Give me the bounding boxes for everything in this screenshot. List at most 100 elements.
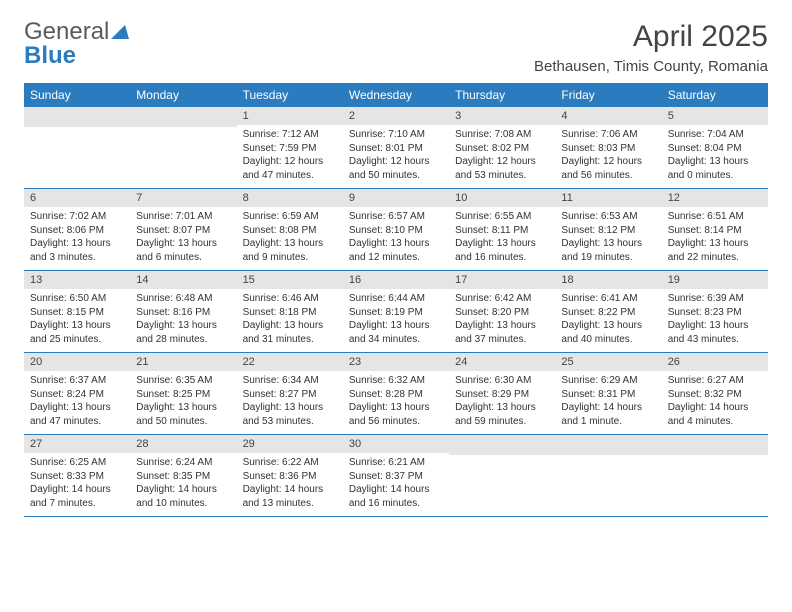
- daylight-text: Daylight: 14 hours and 13 minutes.: [243, 483, 337, 510]
- week-row: 6Sunrise: 7:02 AMSunset: 8:06 PMDaylight…: [24, 189, 768, 271]
- day-number: 3: [449, 107, 555, 125]
- logo: General Blue: [24, 20, 129, 68]
- sunrise-text: Sunrise: 6:42 AM: [455, 292, 549, 306]
- day-cell: 28Sunrise: 6:24 AMSunset: 8:35 PMDayligh…: [130, 435, 236, 516]
- day-body: Sunrise: 6:22 AMSunset: 8:36 PMDaylight:…: [237, 453, 343, 516]
- sunset-text: Sunset: 8:23 PM: [668, 306, 762, 320]
- day-body: Sunrise: 6:29 AMSunset: 8:31 PMDaylight:…: [555, 371, 661, 434]
- sunrise-text: Sunrise: 6:39 AM: [668, 292, 762, 306]
- day-cell: [662, 435, 768, 516]
- day-cell: 21Sunrise: 6:35 AMSunset: 8:25 PMDayligh…: [130, 353, 236, 434]
- sunrise-text: Sunrise: 6:30 AM: [455, 374, 549, 388]
- day-number: 7: [130, 189, 236, 207]
- day-cell: 27Sunrise: 6:25 AMSunset: 8:33 PMDayligh…: [24, 435, 130, 516]
- day-number: 6: [24, 189, 130, 207]
- daylight-text: Daylight: 14 hours and 10 minutes.: [136, 483, 230, 510]
- day-cell: 29Sunrise: 6:22 AMSunset: 8:36 PMDayligh…: [237, 435, 343, 516]
- day-number: 14: [130, 271, 236, 289]
- sunset-text: Sunset: 8:35 PM: [136, 470, 230, 484]
- day-cell: 10Sunrise: 6:55 AMSunset: 8:11 PMDayligh…: [449, 189, 555, 270]
- day-number: [449, 435, 555, 455]
- sunrise-text: Sunrise: 6:48 AM: [136, 292, 230, 306]
- sunrise-text: Sunrise: 6:51 AM: [668, 210, 762, 224]
- day-body: Sunrise: 6:39 AMSunset: 8:23 PMDaylight:…: [662, 289, 768, 352]
- day-body: Sunrise: 7:08 AMSunset: 8:02 PMDaylight:…: [449, 125, 555, 188]
- day-cell: 1Sunrise: 7:12 AMSunset: 7:59 PMDaylight…: [237, 107, 343, 188]
- day-cell: 9Sunrise: 6:57 AMSunset: 8:10 PMDaylight…: [343, 189, 449, 270]
- day-cell: 26Sunrise: 6:27 AMSunset: 8:32 PMDayligh…: [662, 353, 768, 434]
- sunset-text: Sunset: 8:20 PM: [455, 306, 549, 320]
- sunset-text: Sunset: 8:03 PM: [561, 142, 655, 156]
- day-header: Wednesday: [343, 83, 449, 107]
- day-cell: 8Sunrise: 6:59 AMSunset: 8:08 PMDaylight…: [237, 189, 343, 270]
- sunset-text: Sunset: 8:25 PM: [136, 388, 230, 402]
- daylight-text: Daylight: 13 hours and 6 minutes.: [136, 237, 230, 264]
- daylight-text: Daylight: 14 hours and 7 minutes.: [30, 483, 124, 510]
- day-number: 21: [130, 353, 236, 371]
- day-body: Sunrise: 6:30 AMSunset: 8:29 PMDaylight:…: [449, 371, 555, 434]
- day-number: 29: [237, 435, 343, 453]
- title-block: April 2025 Bethausen, Timis County, Roma…: [534, 20, 768, 75]
- daylight-text: Daylight: 12 hours and 47 minutes.: [243, 155, 337, 182]
- day-cell: 19Sunrise: 6:39 AMSunset: 8:23 PMDayligh…: [662, 271, 768, 352]
- day-number: 28: [130, 435, 236, 453]
- sunrise-text: Sunrise: 6:34 AM: [243, 374, 337, 388]
- day-cell: 3Sunrise: 7:08 AMSunset: 8:02 PMDaylight…: [449, 107, 555, 188]
- day-body: Sunrise: 6:46 AMSunset: 8:18 PMDaylight:…: [237, 289, 343, 352]
- sunset-text: Sunset: 8:19 PM: [349, 306, 443, 320]
- sunset-text: Sunset: 8:27 PM: [243, 388, 337, 402]
- daylight-text: Daylight: 13 hours and 16 minutes.: [455, 237, 549, 264]
- day-body: Sunrise: 6:41 AMSunset: 8:22 PMDaylight:…: [555, 289, 661, 352]
- day-cell: 15Sunrise: 6:46 AMSunset: 8:18 PMDayligh…: [237, 271, 343, 352]
- day-body: Sunrise: 7:06 AMSunset: 8:03 PMDaylight:…: [555, 125, 661, 188]
- day-cell: 24Sunrise: 6:30 AMSunset: 8:29 PMDayligh…: [449, 353, 555, 434]
- day-cell: [555, 435, 661, 516]
- sunset-text: Sunset: 8:33 PM: [30, 470, 124, 484]
- day-cell: 13Sunrise: 6:50 AMSunset: 8:15 PMDayligh…: [24, 271, 130, 352]
- daylight-text: Daylight: 14 hours and 4 minutes.: [668, 401, 762, 428]
- day-number: [555, 435, 661, 455]
- month-title: April 2025: [534, 20, 768, 54]
- day-cell: 11Sunrise: 6:53 AMSunset: 8:12 PMDayligh…: [555, 189, 661, 270]
- sunset-text: Sunset: 8:22 PM: [561, 306, 655, 320]
- sunset-text: Sunset: 8:15 PM: [30, 306, 124, 320]
- day-number: 9: [343, 189, 449, 207]
- day-header: Tuesday: [237, 83, 343, 107]
- day-number: 8: [237, 189, 343, 207]
- week-row: 27Sunrise: 6:25 AMSunset: 8:33 PMDayligh…: [24, 435, 768, 517]
- location-text: Bethausen, Timis County, Romania: [534, 58, 768, 75]
- sunset-text: Sunset: 8:37 PM: [349, 470, 443, 484]
- daylight-text: Daylight: 12 hours and 56 minutes.: [561, 155, 655, 182]
- daylight-text: Daylight: 13 hours and 19 minutes.: [561, 237, 655, 264]
- sunrise-text: Sunrise: 6:27 AM: [668, 374, 762, 388]
- day-body: Sunrise: 6:37 AMSunset: 8:24 PMDaylight:…: [24, 371, 130, 434]
- sunrise-text: Sunrise: 6:32 AM: [349, 374, 443, 388]
- daylight-text: Daylight: 13 hours and 31 minutes.: [243, 319, 337, 346]
- week-row: 20Sunrise: 6:37 AMSunset: 8:24 PMDayligh…: [24, 353, 768, 435]
- day-number: 5: [662, 107, 768, 125]
- day-number: 24: [449, 353, 555, 371]
- day-cell: 4Sunrise: 7:06 AMSunset: 8:03 PMDaylight…: [555, 107, 661, 188]
- daylight-text: Daylight: 13 hours and 0 minutes.: [668, 155, 762, 182]
- day-header: Sunday: [24, 83, 130, 107]
- sunset-text: Sunset: 8:16 PM: [136, 306, 230, 320]
- day-number: 15: [237, 271, 343, 289]
- day-number: 13: [24, 271, 130, 289]
- daylight-text: Daylight: 12 hours and 50 minutes.: [349, 155, 443, 182]
- sunrise-text: Sunrise: 7:08 AM: [455, 128, 549, 142]
- day-number: 16: [343, 271, 449, 289]
- day-body: Sunrise: 7:12 AMSunset: 7:59 PMDaylight:…: [237, 125, 343, 188]
- sunrise-text: Sunrise: 6:41 AM: [561, 292, 655, 306]
- daylight-text: Daylight: 13 hours and 56 minutes.: [349, 401, 443, 428]
- day-cell: 2Sunrise: 7:10 AMSunset: 8:01 PMDaylight…: [343, 107, 449, 188]
- day-cell: 17Sunrise: 6:42 AMSunset: 8:20 PMDayligh…: [449, 271, 555, 352]
- sunset-text: Sunset: 8:12 PM: [561, 224, 655, 238]
- sunrise-text: Sunrise: 6:29 AM: [561, 374, 655, 388]
- sunset-text: Sunset: 8:08 PM: [243, 224, 337, 238]
- daylight-text: Daylight: 13 hours and 59 minutes.: [455, 401, 549, 428]
- daylight-text: Daylight: 13 hours and 34 minutes.: [349, 319, 443, 346]
- sunset-text: Sunset: 8:29 PM: [455, 388, 549, 402]
- daylight-text: Daylight: 13 hours and 3 minutes.: [30, 237, 124, 264]
- sunrise-text: Sunrise: 7:12 AM: [243, 128, 337, 142]
- day-header-row: SundayMondayTuesdayWednesdayThursdayFrid…: [24, 83, 768, 107]
